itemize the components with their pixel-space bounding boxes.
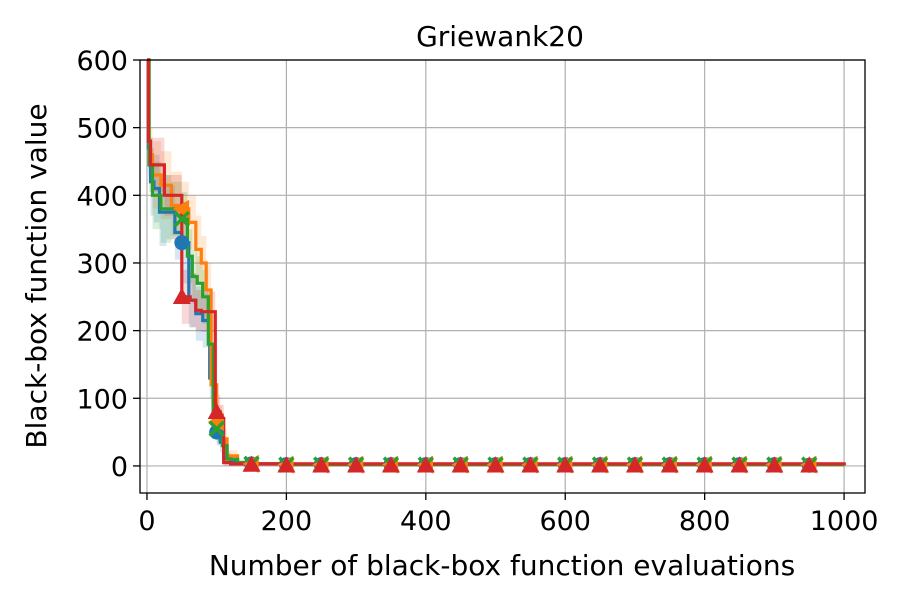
y-tick-label: 100 <box>76 384 128 415</box>
triangle-up-marker <box>765 456 784 473</box>
triangle-up-marker <box>172 287 191 304</box>
y-tick-label: 200 <box>76 317 128 348</box>
x-tick-label: 600 <box>539 506 591 537</box>
triangle-up-marker <box>556 456 575 473</box>
circle-marker <box>174 235 190 251</box>
series-0-markers <box>174 235 817 473</box>
triangle-up-marker <box>521 456 540 473</box>
triangle-up-marker <box>416 456 435 473</box>
triangle-up-marker <box>277 456 296 473</box>
triangle-up-marker <box>242 455 261 472</box>
triangle-up-marker <box>660 456 679 473</box>
y-axis-label: Black-box function value <box>20 103 53 448</box>
x-marker-stroke <box>208 420 225 437</box>
x-tick-label: 400 <box>400 506 452 537</box>
series-markers <box>172 199 819 474</box>
triangle-up-marker <box>625 456 644 473</box>
x-tick-label: 0 <box>138 506 155 537</box>
x-axis-label: Number of black-box function evaluations <box>209 549 795 582</box>
y-tick-label: 300 <box>76 249 128 280</box>
triangle-up-marker <box>207 402 226 420</box>
y-tick-label: 500 <box>76 114 128 145</box>
series-3-markers <box>172 287 819 473</box>
series-2-markers <box>173 210 818 473</box>
axis-ticks: 0 200 400 600 800 1000 0 100 200 300 400 500 600 <box>76 46 878 537</box>
x-tick-label: 200 <box>261 506 313 537</box>
chart-title: Griewank20 <box>416 20 584 53</box>
series-1-markers <box>172 199 817 474</box>
x-tick-label: 1000 <box>810 506 879 537</box>
y-tick-label: 600 <box>76 46 128 77</box>
triangle-up-marker <box>347 456 366 473</box>
triangle-up-marker <box>695 456 714 473</box>
x-marker <box>173 210 191 228</box>
triangle-left-marker <box>172 199 190 218</box>
plot-frame <box>139 59 866 494</box>
triangle-up-marker <box>591 456 610 473</box>
triangle-up-marker <box>451 456 470 473</box>
x-tick-label: 800 <box>679 506 731 537</box>
triangle-up-marker <box>800 456 819 473</box>
x-marker-stroke <box>173 210 191 228</box>
triangle-up-marker <box>381 456 400 473</box>
y-tick-label: 400 <box>76 181 128 212</box>
y-tick-label: 0 <box>111 452 128 483</box>
grid <box>140 59 865 493</box>
x-marker <box>208 420 225 437</box>
triangle-up-marker <box>486 456 505 473</box>
triangle-up-marker <box>312 456 331 473</box>
triangle-up-marker <box>730 456 749 473</box>
